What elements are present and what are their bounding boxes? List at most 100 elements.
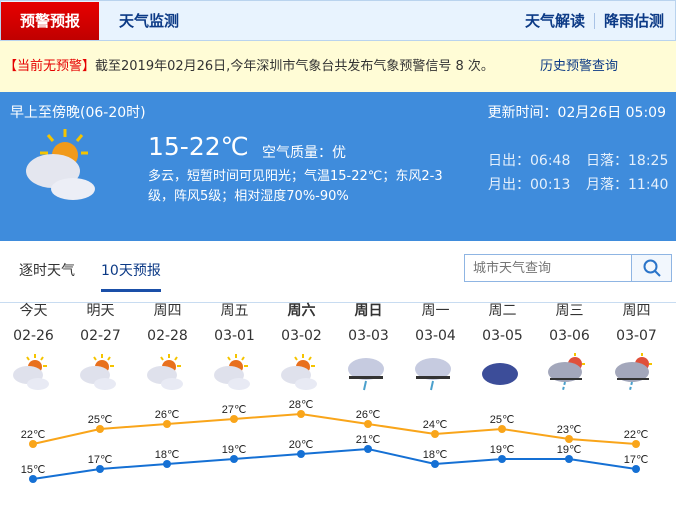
high-temp-point [230,415,238,423]
high-temp-line [32,412,637,445]
forecast-day-label: 周二 [488,303,517,319]
forecast-date: 02-27 [80,328,121,344]
high-temp-label: 27℃ [222,404,247,416]
high-temp-point [29,440,37,448]
nav-tab-warning-forecast[interactable]: 预警预报 [1,2,99,40]
forecast-day-label: 周四 [622,303,651,319]
forecast-date: 03-03 [348,328,389,344]
tab-hourly[interactable]: 逐时天气 [19,263,75,279]
partly-cloudy-icon [80,354,116,390]
partly-cloudy-icon [26,129,95,200]
partly-cloudy-icon [281,354,317,390]
low-temp-label: 19℃ [490,444,515,456]
nav-link-weather-interpretation[interactable]: 天气解读 [525,12,586,30]
sun-shower-icon [615,353,652,391]
forecast-day-label: 周日 [354,303,383,319]
high-temp-point [431,430,439,438]
low-temp-point [498,455,506,463]
high-temp-label: 25℃ [88,414,113,426]
low-temp-label: 15℃ [21,464,46,476]
low-temp-point [163,460,171,468]
history-warning-link[interactable]: 历史预警查询 [540,59,619,74]
forecast-tabs: 逐时天气 10天预报 [0,241,676,303]
forecast-date: 03-06 [549,328,590,344]
high-temp-label: 26℃ [356,409,381,421]
update-time: 更新时间：02月26日 05:09 [487,105,666,121]
warning-text: 截至2019年02月26日,今年深圳市气象台共发布气象预警信号 8 次。 [95,59,494,74]
low-temp-point [29,475,37,483]
forecast-description-line2: 级，阵风5级；相对湿度70%-90% [148,189,349,204]
low-temp-point [431,460,439,468]
low-temp-point [565,455,573,463]
moonrise: 月出：00:13 [488,177,571,193]
overcast-icon [482,363,518,385]
low-temp-point [632,465,640,473]
temperature-range: 15-22℃ [148,132,249,161]
forecast-day-label: 周三 [555,303,584,319]
warning-bar: 【当前无预警】截至2019年02月26日,今年深圳市气象台共发布气象预警信号 8… [0,41,676,92]
partly-cloudy-icon [214,354,250,390]
forecast-day-label: 明天 [86,303,115,319]
low-temp-label: 20℃ [289,439,314,451]
forecast-day-label: 周六 [287,303,316,319]
moonset: 月落：11:40 [586,177,669,193]
low-temp-point [230,455,238,463]
search-icon [643,259,661,277]
forecast-date: 02-28 [147,328,188,344]
high-temp-label: 22℃ [624,429,649,441]
warning-status: 【当前无预警】 [4,59,96,74]
forecast-date: 03-01 [214,328,255,344]
forecast-date: 03-04 [415,328,456,344]
search-button[interactable] [632,254,672,282]
nav-tab-weather-monitoring[interactable]: 天气监测 [119,12,180,30]
sunrise: 日出：06:48 [488,153,571,169]
high-temp-point [297,410,305,418]
tab-10-day[interactable]: 10天预报 [101,260,161,292]
high-temp-point [565,435,573,443]
low-temp-point [96,465,104,473]
current-weather-panel: 早上至傍晚(06-20时) 更新时间：02月26日 05:09 15-22℃ 空… [0,92,676,241]
low-temp-point [297,450,305,458]
sun-shower-icon [548,353,585,391]
nav-link-rainfall-estimate[interactable]: 降雨估测 [604,12,665,30]
low-temp-label: 17℃ [624,454,649,466]
high-temp-point [632,440,640,448]
low-temp-label: 18℃ [155,449,180,461]
forecast-date: 02-26 [13,328,54,344]
low-temp-line [32,447,637,480]
high-temp-point [364,420,372,428]
partly-cloudy-icon [13,354,49,390]
high-temp-label: 24℃ [423,419,448,431]
forecast-day-label: 周一 [421,303,450,319]
light-rain-icon [415,358,451,391]
low-temp-label: 19℃ [222,444,247,456]
high-temp-label: 25℃ [490,414,515,426]
high-temp-label: 26℃ [155,409,180,421]
forecast-description-line1: 多云，短暂时间可见阳光；气温15-22℃；东风2-3 [148,169,443,184]
forecast-date: 03-02 [281,328,322,344]
high-temp-label: 23℃ [557,424,582,436]
high-temp-label: 22℃ [21,429,46,441]
forecast-date: 03-07 [616,328,657,344]
low-temp-point [364,445,372,453]
low-temp-label: 18℃ [423,449,448,461]
city-search-input[interactable] [464,254,632,282]
high-temp-point [498,425,506,433]
air-quality: 空气质量：优 [262,145,346,161]
high-temp-label: 28℃ [289,399,314,411]
top-nav: 预警预报 天气监测 天气解读 降雨估测 [0,0,676,41]
partly-cloudy-icon [147,354,183,390]
low-temp-label: 19℃ [557,444,582,456]
forecast-day-label: 周五 [220,303,249,319]
forecast-day-label: 今天 [19,303,48,319]
sunset: 日落：18:25 [586,153,669,169]
light-rain-icon [348,358,384,391]
low-temp-label: 17℃ [88,454,113,466]
temperature-chart: 22℃ 25℃ 26℃ 27℃ 28℃ 26℃ 24℃ 25℃ 23℃ 22℃ 15℃ 17℃ 18℃ 1… [21,399,649,483]
low-temp-label: 21℃ [356,434,381,446]
divider [594,13,595,29]
high-temp-point [163,420,171,428]
period-label: 早上至傍晚(06-20时) [10,105,146,121]
forecast-day-label: 周四 [153,303,182,319]
forecast-date: 03-05 [482,328,523,344]
